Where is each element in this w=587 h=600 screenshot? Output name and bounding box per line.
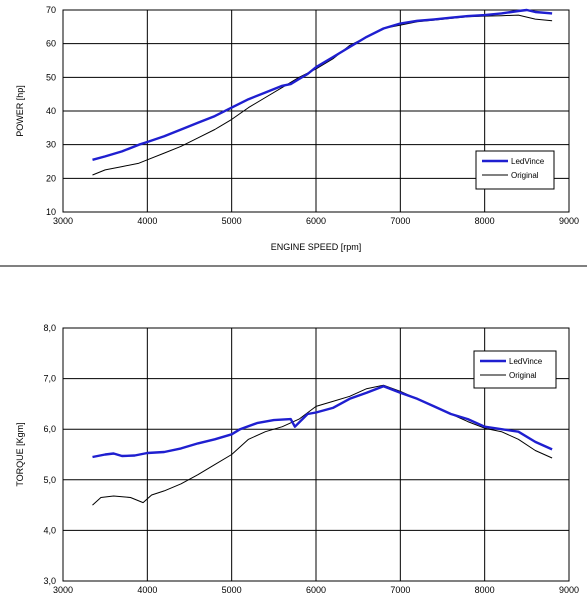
x-tick-label: 4000 xyxy=(137,216,157,226)
y-tick-label: 6,0 xyxy=(43,424,56,434)
legend-label-original: Original xyxy=(511,171,539,180)
x-tick-label: 3000 xyxy=(53,585,73,595)
x-tick-label: 5000 xyxy=(222,216,242,226)
x-tick-label: 7000 xyxy=(390,585,410,595)
y-tick-label: 7,0 xyxy=(43,374,56,384)
legend: LedVince Original xyxy=(473,350,557,389)
legend-label-ledvince: LedVince xyxy=(509,357,543,366)
power-chart: 3000 4000 5000 6000 7000 8000 9000 10 20 30 40 50 60… xyxy=(15,5,579,252)
x-tick-label: 9000 xyxy=(559,216,579,226)
plot-frame xyxy=(62,9,570,213)
y-tick-label: 8,0 xyxy=(43,323,56,333)
y-tick-label: 20 xyxy=(46,173,56,183)
y-tick-label: 60 xyxy=(46,39,56,49)
torque-chart: 3000 4000 5000 6000 7000 8000 9000 3,0 4,0 5,0 6,0… xyxy=(15,323,579,595)
y-tick-label: 4,0 xyxy=(43,525,56,535)
y-axis-title: POWER [hp] xyxy=(15,85,25,137)
legend-label-ledvince: LedVince xyxy=(511,157,545,166)
x-tick-label: 9000 xyxy=(559,585,579,595)
y-tick-label: 30 xyxy=(46,140,56,150)
x-tick-label: 7000 xyxy=(390,216,410,226)
x-tick-label: 6000 xyxy=(306,216,326,226)
y-axis-title: TORQUE [Kgm] xyxy=(15,422,25,486)
legend-label-original: Original xyxy=(509,371,537,380)
y-tick-label: 10 xyxy=(46,207,56,217)
x-tick-label: 6000 xyxy=(306,585,326,595)
y-tick-label: 3,0 xyxy=(43,576,56,586)
y-tick-label: 50 xyxy=(46,72,56,82)
x-tick-label: 8000 xyxy=(475,216,495,226)
series-line-original xyxy=(92,384,553,506)
x-tick-label: 8000 xyxy=(475,585,495,595)
legend-box xyxy=(473,350,557,389)
x-tick-label: 3000 xyxy=(53,216,73,226)
x-tick-label: 4000 xyxy=(137,585,157,595)
x-axis-title: ENGINE SPEED [rpm] xyxy=(271,242,362,252)
plot-frame xyxy=(62,327,570,582)
legend: LedVince Original xyxy=(475,150,555,190)
y-tick-label: 5,0 xyxy=(43,475,56,485)
x-tick-label: 5000 xyxy=(222,585,242,595)
y-tick-label: 70 xyxy=(46,5,56,15)
legend-box xyxy=(475,150,555,190)
y-tick-label: 40 xyxy=(46,106,56,116)
series-line-ledvince xyxy=(92,385,553,459)
series-line-ledvince xyxy=(92,8,553,161)
